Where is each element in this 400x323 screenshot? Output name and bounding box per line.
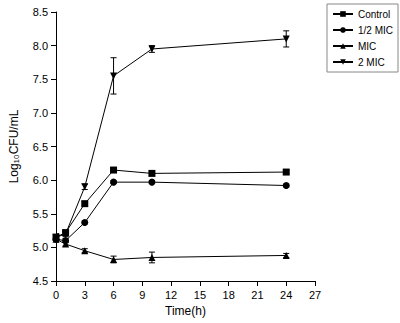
svg-text:24: 24: [280, 289, 292, 301]
svg-text:4.5: 4.5: [33, 275, 48, 287]
svg-text:7.0: 7.0: [33, 107, 48, 119]
svg-text:Control: Control: [358, 9, 390, 20]
svg-text:0: 0: [53, 289, 59, 301]
svg-text:3: 3: [82, 289, 88, 301]
svg-text:2 MIC: 2 MIC: [358, 57, 385, 68]
svg-text:6: 6: [110, 289, 116, 301]
svg-text:7.5: 7.5: [33, 73, 48, 85]
svg-text:18: 18: [223, 289, 235, 301]
svg-text:8.5: 8.5: [33, 6, 48, 18]
svg-text:MIC: MIC: [358, 41, 376, 52]
svg-text:1/2 MIC: 1/2 MIC: [358, 25, 393, 36]
svg-text:5.5: 5.5: [33, 208, 48, 220]
svg-text:Time(h): Time(h): [165, 304, 206, 318]
svg-text:6.5: 6.5: [33, 141, 48, 153]
svg-text:6.0: 6.0: [33, 174, 48, 186]
svg-text:5.0: 5.0: [33, 241, 48, 253]
svg-text:27: 27: [309, 289, 321, 301]
svg-text:9: 9: [139, 289, 145, 301]
svg-text:15: 15: [194, 289, 206, 301]
svg-text:Log₁₀CFU/mL: Log₁₀CFU/mL: [7, 109, 21, 183]
svg-text:8.0: 8.0: [33, 40, 48, 52]
svg-text:21: 21: [251, 289, 263, 301]
svg-text:12: 12: [165, 289, 177, 301]
